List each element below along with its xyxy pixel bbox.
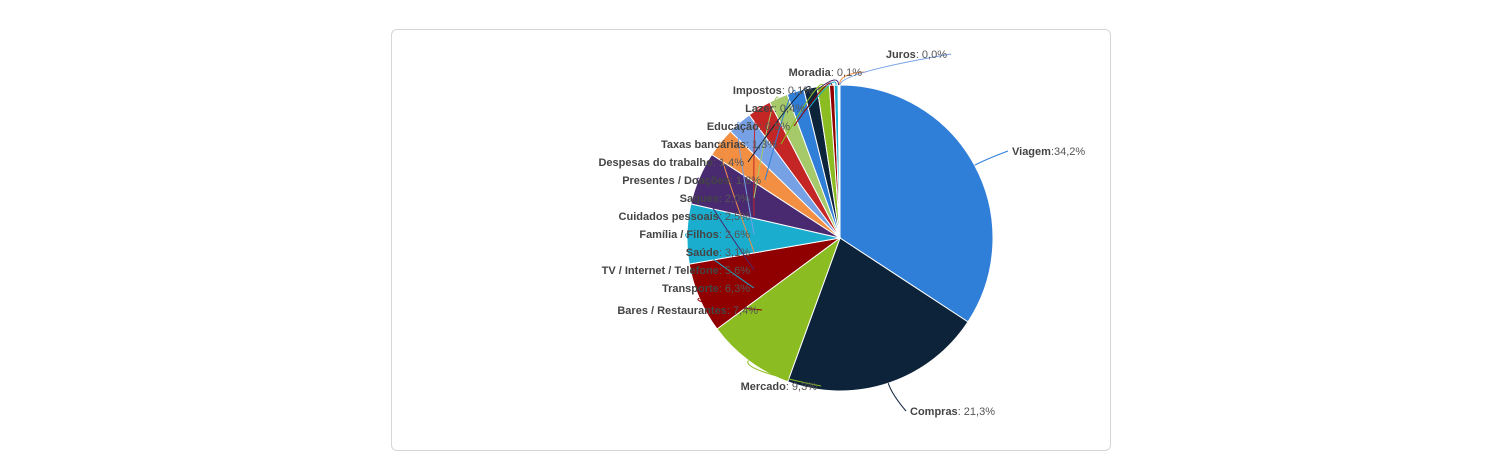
connector-transporte xyxy=(685,233,755,289)
connector-familia-filhos xyxy=(736,121,755,235)
label-name-taxas-bancarias: Taxas bancárias xyxy=(661,139,746,151)
label-value-transporte: : 6,3% xyxy=(719,283,750,295)
connector-lazer xyxy=(808,81,837,109)
label-saude: Saúde: 3,1% xyxy=(686,247,750,259)
connector-bares-restaurantes xyxy=(697,297,763,311)
label-bares-restaurantes: Bares / Restaurantes: 7,4% xyxy=(617,305,758,317)
label-compras: Compras: 21,3% xyxy=(910,406,995,418)
label-educacao: Educação: 0,5% xyxy=(707,121,790,133)
label-name-presentes-doacoes: Presentes / Doações xyxy=(622,175,730,187)
label-name-educacao: Educação xyxy=(707,121,759,133)
label-lazer: Lazer: 0,4% xyxy=(745,103,805,115)
label-viagem: Viagem:34,2% xyxy=(1012,146,1085,158)
label-value-presentes-doacoes: : 1,8% xyxy=(730,175,761,187)
connector-compras xyxy=(887,383,907,412)
label-name-bares-restaurantes: Bares / Restaurantes xyxy=(617,305,726,317)
label-despesas-do-trabalho: Despesas do trabalho: 1,4% xyxy=(598,157,744,169)
label-value-lazer: : 0,4% xyxy=(774,103,805,115)
label-transporte: Transporte: 6,3% xyxy=(662,283,750,295)
label-saques: Saques: 2,0% xyxy=(680,193,751,205)
connector-taxas-bancarias xyxy=(780,83,824,145)
label-name-viagem: Viagem xyxy=(1012,146,1051,158)
label-value-moradia: : 0,1% xyxy=(831,67,862,79)
label-impostos: Impostos: 0,1% xyxy=(733,85,813,97)
label-value-bares-restaurantes: : 7,4% xyxy=(727,305,758,317)
label-value-juros: : 0,0% xyxy=(916,49,947,61)
label-presentes-doacoes: Presentes / Doações: 1,8% xyxy=(622,175,761,187)
label-juros: Juros: 0,0% xyxy=(886,49,947,61)
connector-impostos xyxy=(816,79,840,91)
connector-juros xyxy=(839,53,952,86)
connector-moradia xyxy=(839,71,867,86)
label-cuidados-pessoais: Cuidados pessoais: 2,5% xyxy=(619,211,751,223)
slice-labels: Viagem:34,2% Compras: 21,3% Mercado: 9,3% B… xyxy=(598,49,1085,418)
slice-mercado[interactable] xyxy=(716,236,842,383)
connector-cuidados-pessoais xyxy=(753,106,760,217)
label-name-saques: Saques xyxy=(680,193,719,205)
connector-despesas-do-trabalho xyxy=(747,86,811,163)
label-mercado: Mercado: 9,3% xyxy=(741,381,818,393)
label-value-saques: : 2,0% xyxy=(719,193,750,205)
connector-tv-internet-telefone xyxy=(697,177,755,271)
label-name-lazer: Lazer xyxy=(745,103,774,115)
label-value-mercado: : 9,3% xyxy=(786,381,817,393)
connector-presentes-doacoes xyxy=(764,89,796,181)
label-tv-internet-telefone: TV / Internet / Telefone: 5,6% xyxy=(602,265,751,277)
label-value-compras: : 21,3% xyxy=(958,406,996,418)
label-value-tv-internet-telefone: : 5,6% xyxy=(719,265,750,277)
label-name-cuidados-pessoais: Cuidados pessoais xyxy=(619,211,719,223)
connector-saques xyxy=(753,96,779,199)
label-value-cuidados-pessoais: : 2,5% xyxy=(719,211,750,223)
connector-viagem xyxy=(974,150,1009,166)
chart-card: Viagem:34,2% Compras: 21,3% Mercado: 9,3% B… xyxy=(391,29,1111,451)
label-value-saude: : 3,1% xyxy=(719,247,750,259)
label-value-taxas-bancarias: : 1,3% xyxy=(746,139,777,151)
label-taxas-bancarias: Taxas bancárias: 1,3% xyxy=(661,139,777,151)
label-moradia: Moradia: 0,1% xyxy=(789,67,863,79)
label-value-familia-filhos: : 2,6% xyxy=(719,229,750,241)
label-name-despesas-do-trabalho: Despesas do trabalho xyxy=(598,157,713,169)
label-name-impostos: Impostos xyxy=(733,85,782,97)
label-name-tv-internet-telefone: TV / Internet / Telefone xyxy=(602,265,719,277)
label-name-compras: Compras xyxy=(910,406,958,418)
label-connectors xyxy=(685,53,1009,412)
connector-saude xyxy=(718,141,755,253)
label-value-despesas-do-trabalho: : 1,4% xyxy=(713,157,744,169)
label-name-mercado: Mercado xyxy=(741,381,787,393)
connector-mercado xyxy=(747,360,822,387)
label-familia-filhos: Família / Filhos: 2,6% xyxy=(639,229,750,241)
label-name-moradia: Moradia xyxy=(789,67,832,79)
label-name-saude: Saúde xyxy=(686,247,719,259)
label-value-impostos: : 0,1% xyxy=(782,85,813,97)
pie-chart: Viagem:34,2% Compras: 21,3% Mercado: 9,3% B… xyxy=(598,49,1085,418)
label-name-familia-filhos: Família / Filhos xyxy=(639,229,718,241)
label-name-transporte: Transporte xyxy=(662,283,719,295)
label-name-juros: Juros xyxy=(886,49,916,61)
label-value-viagem: :34,2% xyxy=(1051,146,1085,158)
label-value-educacao: : 0,5% xyxy=(759,121,790,133)
